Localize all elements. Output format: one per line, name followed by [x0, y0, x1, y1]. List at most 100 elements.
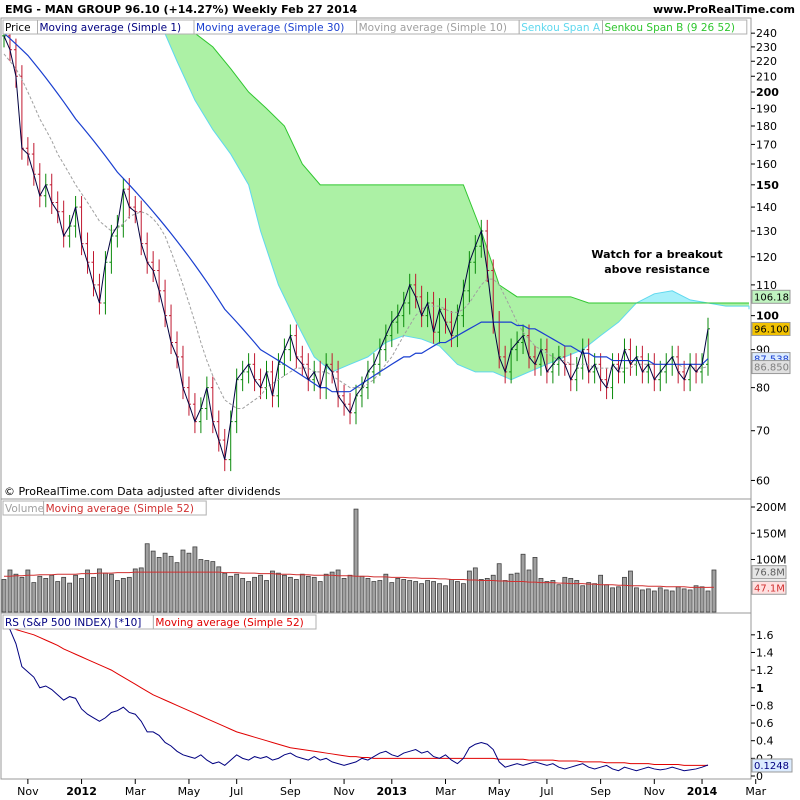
- volume-bar: [371, 581, 377, 613]
- volume-bar: [79, 578, 84, 613]
- volume-bar: [377, 580, 383, 613]
- volume-bar: [114, 580, 120, 613]
- volume-bar: [180, 549, 186, 613]
- price-y-tick-label: 160: [756, 158, 777, 171]
- rs-badge: [751, 758, 793, 773]
- price-legend-label: Moving average (Simple 1): [40, 22, 182, 34]
- volume-bar: [156, 557, 162, 613]
- price-y-tick-label: 70: [756, 425, 770, 438]
- volume-bar: [711, 569, 717, 613]
- volume-panel: 200M 150M 100M Volume Moving average (Simple…: [1, 500, 787, 613]
- volume-bar: [598, 574, 604, 613]
- volume-bar: [669, 590, 675, 613]
- volume-bar: [103, 572, 108, 613]
- volume-bar: [222, 572, 228, 613]
- x-tick-label: 2013: [376, 785, 407, 798]
- volume-bar: [550, 580, 556, 613]
- price-y-tick-label: 80: [756, 382, 770, 395]
- volume-bar: [252, 576, 257, 613]
- volume-bar: [628, 570, 633, 613]
- volume-bar: [162, 552, 168, 613]
- price-y-tick-label: 120: [756, 251, 777, 264]
- volume-badge: [751, 565, 787, 580]
- volume-badge-label: 76.8M: [754, 568, 785, 579]
- volume-bar: [323, 573, 329, 613]
- volume-bar: [443, 585, 448, 613]
- volume-bar: [466, 570, 472, 613]
- x-tick-label: Nov: [333, 785, 355, 798]
- volume-bar: [407, 580, 413, 613]
- rs-legend-label: RS (S&P 500 INDEX) [*10]: [5, 617, 141, 629]
- volume-bar: [556, 584, 562, 613]
- volume-bar: [484, 578, 490, 613]
- senkou-span-b-line: [159, 19, 749, 304]
- volume-bar: [329, 571, 335, 613]
- volume-bar: [43, 578, 49, 613]
- x-tick-label: May: [488, 785, 511, 798]
- volume-bar: [580, 585, 586, 613]
- rs-legend-box: [152, 614, 317, 630]
- volume-bar: [108, 573, 114, 613]
- volume-bar: [138, 567, 144, 613]
- x-tick-label: May: [178, 785, 201, 798]
- volume-bar: [97, 568, 102, 613]
- price-legend-box: [602, 19, 748, 35]
- volume-bar: [359, 575, 365, 613]
- volume-bar: [639, 589, 645, 613]
- price-badge: [751, 360, 791, 375]
- volume-bar: [228, 575, 234, 613]
- volume-bar: [449, 579, 454, 613]
- x-tick-label: Nov: [644, 785, 666, 798]
- volume-bar: [353, 508, 359, 613]
- volume-bar: [132, 568, 138, 613]
- volume-bar: [502, 580, 508, 613]
- x-tick-label: Jul: [229, 785, 243, 798]
- price-y-tick-label: 110: [756, 279, 777, 292]
- volume-bar: [144, 543, 150, 613]
- rs-y-tick-label: 0.8: [756, 699, 774, 712]
- volume-bar: [437, 583, 442, 613]
- volume-bar: [425, 580, 430, 613]
- volume-bar: [13, 573, 19, 613]
- volume-bar: [532, 557, 538, 613]
- volume-bar: [634, 587, 639, 613]
- site-url: www.ProRealTime.com: [653, 3, 795, 16]
- senkou-span-a-line: [158, 19, 750, 381]
- volume-bar: [526, 569, 532, 613]
- volume-bar: [604, 584, 609, 613]
- volume-bar: [150, 550, 156, 613]
- volume-bar: [389, 582, 395, 613]
- price-y-tick-label: 60: [756, 474, 770, 487]
- price-badge: [751, 321, 791, 336]
- volume-bar: [508, 573, 514, 613]
- annotation-line-2: above resistance: [604, 263, 710, 276]
- price-y-tick-label: 210: [756, 70, 777, 83]
- price-y-tick-label: 170: [756, 138, 777, 151]
- volume-bar: [335, 569, 341, 613]
- volume-bar: [299, 573, 305, 613]
- volume-bar: [622, 576, 627, 613]
- volume-bar: [55, 581, 61, 613]
- volume-bar: [538, 578, 544, 613]
- price-y-tick-label: 150: [756, 179, 779, 192]
- price-badge: [751, 289, 791, 304]
- volume-bar: [287, 576, 293, 613]
- price-y-tick-label: 190: [756, 103, 777, 116]
- volume-bar: [91, 576, 96, 613]
- volume-bar: [586, 582, 592, 613]
- volume-bar: [574, 580, 580, 613]
- volume-bar: [204, 560, 210, 613]
- volume-bar: [282, 574, 287, 613]
- rs-y-tick-label: 0.6: [756, 717, 774, 730]
- volume-bar: [186, 552, 192, 613]
- price-y-tick-label: 200: [756, 86, 779, 99]
- volume-y-tick-label: 100M: [756, 554, 787, 567]
- volume-bar: [19, 576, 25, 613]
- volume-bar: [216, 566, 222, 613]
- rs-line: [3, 625, 709, 772]
- volume-bar: [705, 590, 711, 613]
- volume-bar: [311, 576, 317, 613]
- x-tick-label: Mar: [745, 785, 766, 798]
- volume-bar: [431, 581, 436, 613]
- volume-bar: [401, 579, 407, 613]
